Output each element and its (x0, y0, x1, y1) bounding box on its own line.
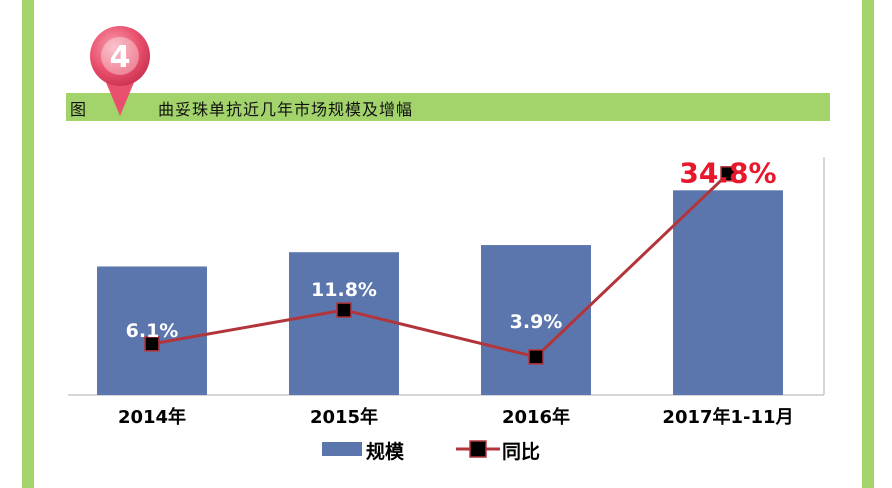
right-frame-bar (862, 0, 874, 488)
chart-title: 曲妥珠单抗近几年市场规模及增幅 (158, 100, 414, 119)
bar-series (97, 190, 783, 395)
bar-3 (673, 190, 783, 395)
data-label-3: 34.8% (679, 156, 776, 189)
x-tick-1: 2015年 (310, 406, 378, 428)
bar-0 (97, 266, 207, 395)
x-tick-0: 2014年 (118, 406, 186, 428)
yoy-marker-3 (720, 166, 736, 182)
legend-line-label: 同比 (502, 441, 540, 463)
bar-1 (289, 252, 399, 395)
yoy-marker-1 (336, 302, 352, 318)
data-labels: 6.1% 11.8% 3.9% 34.8% (126, 156, 777, 342)
left-frame-bar (22, 0, 34, 488)
data-label-0: 6.1% (126, 320, 179, 342)
legend-line-marker (469, 440, 487, 458)
legend-bar-swatch (322, 442, 362, 456)
legend-bar-label: 规模 (366, 440, 405, 463)
x-tick-2: 2016年 (502, 406, 570, 428)
yoy-marker-2 (528, 349, 544, 365)
yoy-line (151, 172, 730, 359)
figure-prefix: 图 (70, 100, 87, 119)
data-label-1: 11.8% (311, 279, 377, 301)
yoy-marker-0 (144, 336, 160, 352)
line-series (144, 166, 736, 365)
x-tick-3: 2017年1-11月 (662, 406, 793, 428)
badge-pin-icon: 4 (90, 26, 150, 116)
legend: 规模 同比 (322, 440, 540, 463)
x-tick-labels: 2014年 2015年 2016年 2017年1-11月 (118, 406, 794, 428)
badge-number: 4 (110, 40, 131, 75)
data-label-2: 3.9% (510, 311, 563, 333)
title-banner (66, 93, 830, 121)
